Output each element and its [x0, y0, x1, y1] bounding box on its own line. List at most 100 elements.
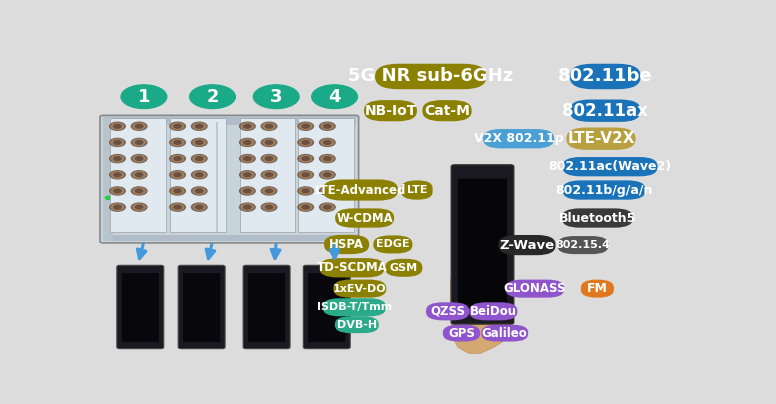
Circle shape	[300, 172, 312, 178]
Circle shape	[192, 203, 207, 211]
Circle shape	[170, 139, 185, 147]
Circle shape	[302, 173, 310, 177]
Circle shape	[171, 204, 184, 210]
Circle shape	[302, 124, 310, 128]
FancyBboxPatch shape	[103, 234, 355, 241]
Text: 1xEV-DO: 1xEV-DO	[333, 284, 386, 294]
Circle shape	[193, 123, 205, 129]
Circle shape	[109, 171, 125, 179]
FancyBboxPatch shape	[469, 302, 518, 320]
FancyBboxPatch shape	[364, 100, 417, 121]
Circle shape	[263, 188, 275, 194]
Circle shape	[114, 124, 121, 128]
Circle shape	[174, 124, 181, 128]
Circle shape	[192, 155, 207, 163]
Circle shape	[324, 205, 331, 209]
Circle shape	[171, 123, 184, 129]
Circle shape	[324, 173, 331, 177]
Circle shape	[298, 139, 314, 147]
FancyBboxPatch shape	[563, 157, 657, 176]
Circle shape	[114, 205, 121, 209]
Circle shape	[298, 155, 314, 163]
Circle shape	[300, 156, 312, 162]
Circle shape	[321, 188, 334, 194]
Circle shape	[312, 85, 358, 109]
Circle shape	[263, 139, 275, 145]
FancyBboxPatch shape	[443, 325, 480, 341]
Text: GSM: GSM	[390, 263, 417, 273]
Circle shape	[241, 172, 253, 178]
FancyBboxPatch shape	[117, 265, 164, 349]
Circle shape	[244, 157, 251, 160]
FancyBboxPatch shape	[426, 302, 469, 320]
Circle shape	[196, 173, 203, 177]
Circle shape	[133, 188, 145, 194]
Circle shape	[265, 157, 272, 160]
Circle shape	[170, 203, 185, 211]
Text: TD-SCDMA: TD-SCDMA	[317, 261, 387, 274]
Circle shape	[171, 188, 184, 194]
Circle shape	[193, 139, 205, 145]
Circle shape	[114, 141, 121, 144]
Circle shape	[170, 171, 185, 179]
Circle shape	[136, 157, 143, 160]
Circle shape	[189, 85, 235, 109]
Circle shape	[131, 171, 147, 179]
FancyBboxPatch shape	[335, 208, 394, 228]
Circle shape	[324, 141, 331, 144]
Circle shape	[300, 139, 312, 145]
Circle shape	[241, 139, 253, 145]
Circle shape	[320, 187, 335, 195]
Circle shape	[320, 203, 335, 211]
FancyBboxPatch shape	[320, 258, 384, 278]
Circle shape	[241, 188, 253, 194]
Circle shape	[262, 122, 277, 130]
Text: BeiDou: BeiDou	[469, 305, 517, 318]
Circle shape	[170, 155, 185, 163]
Circle shape	[193, 204, 205, 210]
Circle shape	[174, 205, 181, 209]
FancyBboxPatch shape	[178, 265, 225, 349]
FancyBboxPatch shape	[216, 122, 219, 232]
Text: NB-IoT: NB-IoT	[364, 104, 417, 118]
Circle shape	[196, 189, 203, 193]
Circle shape	[265, 124, 272, 128]
Circle shape	[109, 203, 125, 211]
Circle shape	[109, 187, 125, 195]
Circle shape	[171, 139, 184, 145]
Circle shape	[136, 189, 143, 193]
Circle shape	[131, 139, 147, 147]
Text: LTE: LTE	[407, 185, 428, 195]
Circle shape	[170, 122, 185, 130]
FancyBboxPatch shape	[458, 179, 508, 312]
Circle shape	[133, 172, 145, 178]
FancyBboxPatch shape	[299, 118, 354, 232]
Circle shape	[131, 187, 147, 195]
Circle shape	[133, 204, 145, 210]
Text: HSPA: HSPA	[329, 238, 364, 251]
Circle shape	[171, 172, 184, 178]
Circle shape	[298, 122, 314, 130]
Circle shape	[300, 188, 312, 194]
Circle shape	[136, 205, 143, 209]
FancyBboxPatch shape	[103, 117, 113, 241]
FancyBboxPatch shape	[323, 179, 398, 201]
Circle shape	[241, 156, 253, 162]
Circle shape	[192, 187, 207, 195]
Circle shape	[320, 155, 335, 163]
FancyBboxPatch shape	[183, 273, 220, 342]
FancyBboxPatch shape	[481, 325, 528, 341]
Circle shape	[240, 187, 255, 195]
Circle shape	[320, 122, 335, 130]
Circle shape	[112, 188, 123, 194]
Circle shape	[136, 173, 143, 177]
Circle shape	[244, 173, 251, 177]
Circle shape	[193, 156, 205, 162]
Text: V2X 802.11p: V2X 802.11p	[474, 132, 563, 145]
Circle shape	[320, 139, 335, 147]
Circle shape	[192, 139, 207, 147]
Circle shape	[131, 155, 147, 163]
FancyBboxPatch shape	[401, 180, 432, 200]
Text: QZSS: QZSS	[430, 305, 465, 318]
Circle shape	[121, 85, 167, 109]
